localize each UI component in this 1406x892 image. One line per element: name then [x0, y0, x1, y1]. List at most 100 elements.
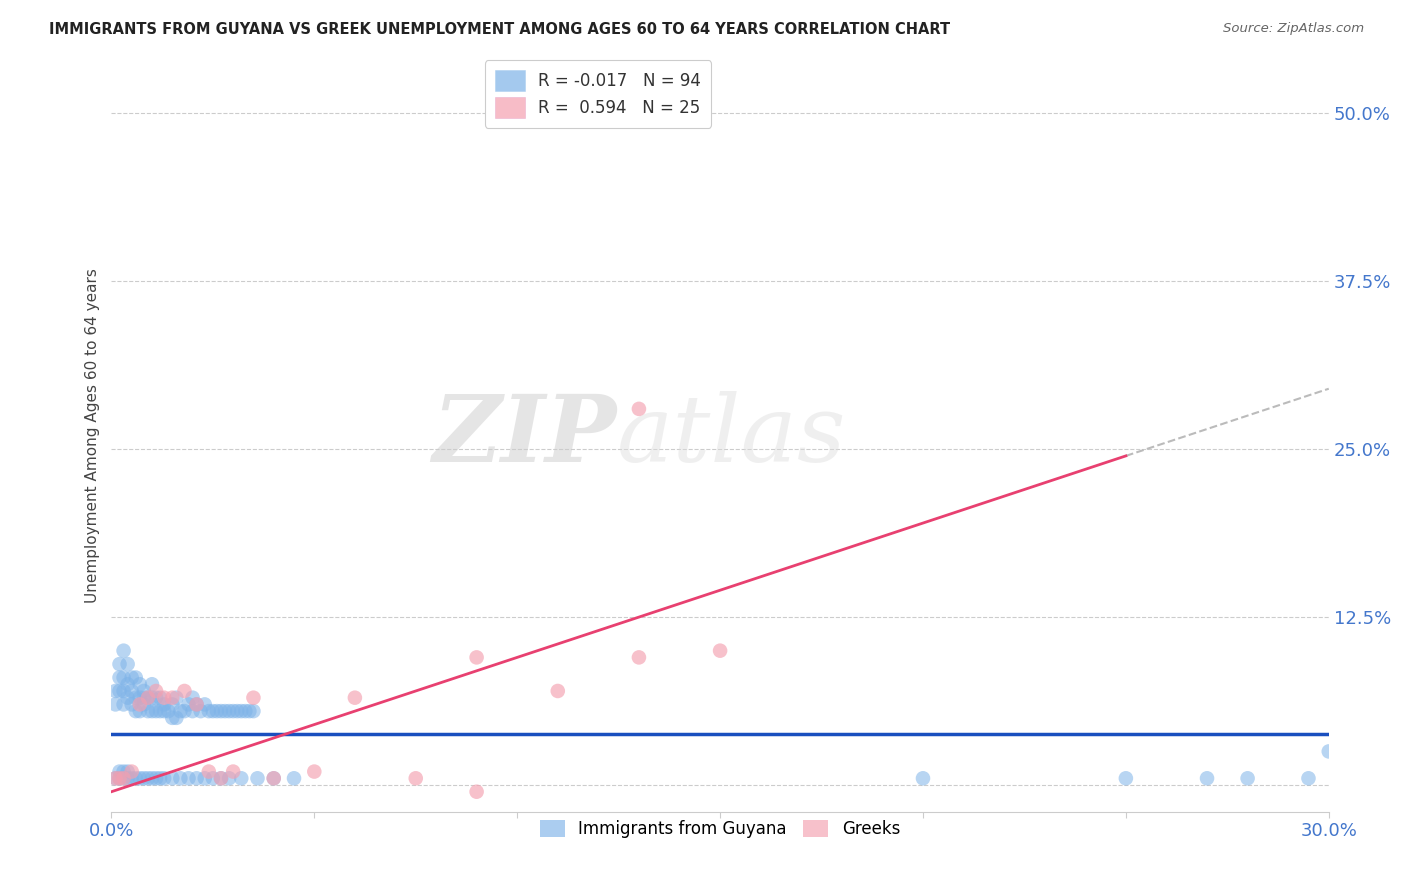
Immigrants from Guyana [141, 704, 163, 718]
Immigrants from Guyana [108, 684, 131, 698]
Immigrants from Guyana [117, 657, 139, 672]
Immigrants from Guyana [911, 772, 934, 786]
Immigrants from Guyana [128, 690, 150, 705]
Immigrants from Guyana [186, 772, 208, 786]
Immigrants from Guyana [145, 690, 167, 705]
Legend: Immigrants from Guyana, Greeks: Immigrants from Guyana, Greeks [533, 814, 907, 845]
Immigrants from Guyana [169, 772, 191, 786]
Immigrants from Guyana [226, 704, 249, 718]
Immigrants from Guyana [108, 671, 131, 685]
Greeks [242, 690, 264, 705]
Greeks [465, 650, 488, 665]
Immigrants from Guyana [209, 772, 232, 786]
Immigrants from Guyana [157, 704, 180, 718]
Immigrants from Guyana [162, 711, 184, 725]
Immigrants from Guyana [1236, 772, 1258, 786]
Immigrants from Guyana [125, 772, 148, 786]
Text: atlas: atlas [617, 391, 846, 481]
Immigrants from Guyana [165, 711, 187, 725]
Immigrants from Guyana [132, 698, 155, 712]
Immigrants from Guyana [186, 698, 208, 712]
Immigrants from Guyana [153, 698, 176, 712]
Immigrants from Guyana [198, 704, 221, 718]
Immigrants from Guyana [104, 684, 127, 698]
Greeks [709, 643, 731, 657]
Immigrants from Guyana [1298, 772, 1320, 786]
Immigrants from Guyana [153, 772, 176, 786]
Immigrants from Guyana [128, 772, 150, 786]
Immigrants from Guyana [136, 772, 159, 786]
Immigrants from Guyana [121, 698, 143, 712]
Immigrants from Guyana [242, 704, 264, 718]
Immigrants from Guyana [165, 690, 187, 705]
Immigrants from Guyana [121, 772, 143, 786]
Immigrants from Guyana [108, 657, 131, 672]
Text: Source: ZipAtlas.com: Source: ZipAtlas.com [1223, 22, 1364, 36]
Immigrants from Guyana [132, 690, 155, 705]
Immigrants from Guyana [117, 690, 139, 705]
Greeks [108, 772, 131, 786]
Y-axis label: Unemployment Among Ages 60 to 64 years: Unemployment Among Ages 60 to 64 years [86, 268, 100, 603]
Immigrants from Guyana [194, 698, 217, 712]
Immigrants from Guyana [214, 704, 236, 718]
Immigrants from Guyana [108, 764, 131, 779]
Immigrants from Guyana [112, 698, 135, 712]
Immigrants from Guyana [162, 772, 184, 786]
Greeks [209, 772, 232, 786]
Immigrants from Guyana [141, 690, 163, 705]
Immigrants from Guyana [153, 704, 176, 718]
Greeks [343, 690, 366, 705]
Greeks [162, 690, 184, 705]
Text: IMMIGRANTS FROM GUYANA VS GREEK UNEMPLOYMENT AMONG AGES 60 TO 64 YEARS CORRELATI: IMMIGRANTS FROM GUYANA VS GREEK UNEMPLOY… [49, 22, 950, 37]
Immigrants from Guyana [205, 704, 228, 718]
Immigrants from Guyana [218, 704, 240, 718]
Immigrants from Guyana [231, 772, 253, 786]
Immigrants from Guyana [209, 704, 232, 718]
Greeks [627, 401, 650, 416]
Immigrants from Guyana [128, 677, 150, 691]
Immigrants from Guyana [104, 772, 127, 786]
Immigrants from Guyana [121, 684, 143, 698]
Greeks [112, 772, 135, 786]
Immigrants from Guyana [141, 677, 163, 691]
Greeks [547, 684, 569, 698]
Greeks [104, 772, 127, 786]
Immigrants from Guyana [112, 671, 135, 685]
Immigrants from Guyana [222, 704, 245, 718]
Immigrants from Guyana [246, 772, 269, 786]
Immigrants from Guyana [136, 704, 159, 718]
Immigrants from Guyana [125, 704, 148, 718]
Immigrants from Guyana [263, 772, 285, 786]
Immigrants from Guyana [136, 690, 159, 705]
Immigrants from Guyana [145, 704, 167, 718]
Immigrants from Guyana [201, 704, 224, 718]
Immigrants from Guyana [132, 684, 155, 698]
Greeks [173, 684, 195, 698]
Greeks [222, 764, 245, 779]
Immigrants from Guyana [149, 772, 172, 786]
Text: ZIP: ZIP [433, 391, 617, 481]
Greeks [153, 690, 176, 705]
Immigrants from Guyana [218, 772, 240, 786]
Greeks [627, 650, 650, 665]
Immigrants from Guyana [112, 764, 135, 779]
Immigrants from Guyana [132, 772, 155, 786]
Greeks [405, 772, 427, 786]
Immigrants from Guyana [117, 677, 139, 691]
Immigrants from Guyana [149, 690, 172, 705]
Greeks [136, 690, 159, 705]
Immigrants from Guyana [112, 643, 135, 657]
Immigrants from Guyana [173, 704, 195, 718]
Immigrants from Guyana [201, 772, 224, 786]
Immigrants from Guyana [141, 772, 163, 786]
Immigrants from Guyana [108, 772, 131, 786]
Immigrants from Guyana [162, 698, 184, 712]
Greeks [121, 764, 143, 779]
Greeks [263, 772, 285, 786]
Immigrants from Guyana [104, 698, 127, 712]
Immigrants from Guyana [117, 772, 139, 786]
Immigrants from Guyana [112, 684, 135, 698]
Immigrants from Guyana [117, 764, 139, 779]
Immigrants from Guyana [231, 704, 253, 718]
Immigrants from Guyana [125, 671, 148, 685]
